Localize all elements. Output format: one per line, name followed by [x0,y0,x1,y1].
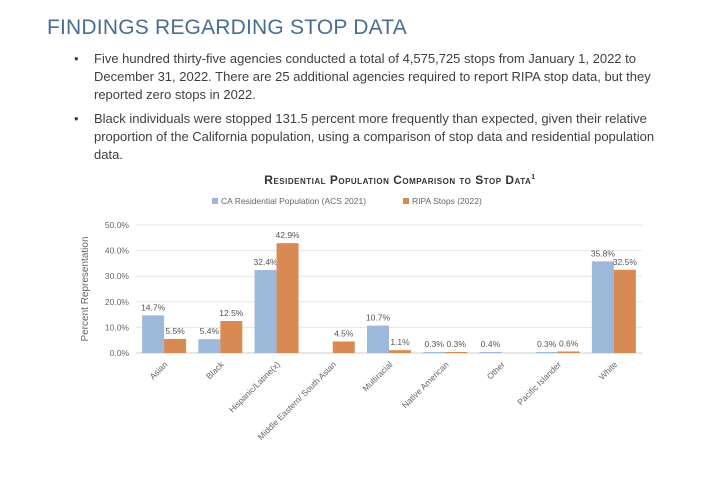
chart-title: Residential Population Comparison to Sto… [264,173,535,187]
y-tick-label: 30.0% [105,271,130,281]
y-tick-label: 20.0% [105,297,130,307]
bar-stops [445,352,468,353]
bullet-icon: • [74,51,79,66]
finding-text: Five hundred thirty-five agencies conduc… [94,51,651,102]
data-label: 0.3% [425,339,445,349]
bar-population [367,325,389,353]
finding-item: • Black individuals were stopped 131.5 pe… [72,110,672,164]
bullet-icon: • [74,111,79,126]
data-label: 42.9% [276,230,301,240]
x-tick-label: Pacific Islander [515,359,563,407]
data-label: 32.5% [613,257,638,267]
data-label: 10.7% [366,313,391,323]
bar-population [535,352,558,353]
data-label: 14.7% [141,302,166,312]
bar-stops [220,321,243,353]
data-label: 5.4% [200,326,220,336]
page-heading: FINDINGS REGARDING STOP DATA [47,16,407,39]
legend-swatch [212,198,218,204]
finding-text: Black individuals were stopped 131.5 per… [94,111,655,162]
bar-stops [332,341,355,353]
bar-population [198,339,221,353]
bar-stops [389,350,411,353]
y-tick-label: 40.0% [105,246,130,256]
x-tick-label: Black [204,359,226,381]
bar-population [254,270,277,353]
y-tick-label: 10.0% [105,322,130,332]
data-label: 0.4% [481,339,501,349]
legend-swatch [403,198,409,204]
data-label: 32.4% [254,257,279,267]
bar-stops [613,269,636,353]
y-tick-label: 50.0% [105,220,130,230]
x-tick-label: Native American [400,359,451,410]
title-footnote: 1 [531,174,535,181]
bar-population [591,261,614,353]
x-tick-label: Hispanic/Latine(x) [227,359,282,414]
x-tick-label: Other [485,359,507,381]
y-tick-label: 0.0% [110,348,130,358]
bar-stops [557,351,580,353]
findings-list: • Five hundred thirty-five agencies condu… [72,50,672,170]
bar-population [479,351,502,353]
legend-label: CA Residential Population (ACS 2021) [221,196,366,206]
data-label: 4.5% [334,328,354,338]
data-label: 0.3% [537,339,557,349]
finding-item: • Five hundred thirty-five agencies condu… [72,50,672,104]
bar-population [142,315,165,353]
bar-population [423,352,446,353]
x-tick-label: Asian [147,359,169,381]
data-label: 0.6% [559,338,579,348]
data-label: 5.5% [165,326,185,336]
bar-stops [276,243,299,353]
data-label: 0.3% [447,339,467,349]
y-axis-title: Percent Representation [80,236,91,341]
x-tick-label: Multiracial [360,359,394,393]
data-label: 1.1% [390,337,410,347]
data-label: 12.5% [219,308,244,318]
bar-stops [164,338,187,353]
legend-label: RIPA Stops (2022) [412,196,482,206]
x-tick-label: White [597,359,620,382]
data-label: 35.8% [591,248,616,258]
